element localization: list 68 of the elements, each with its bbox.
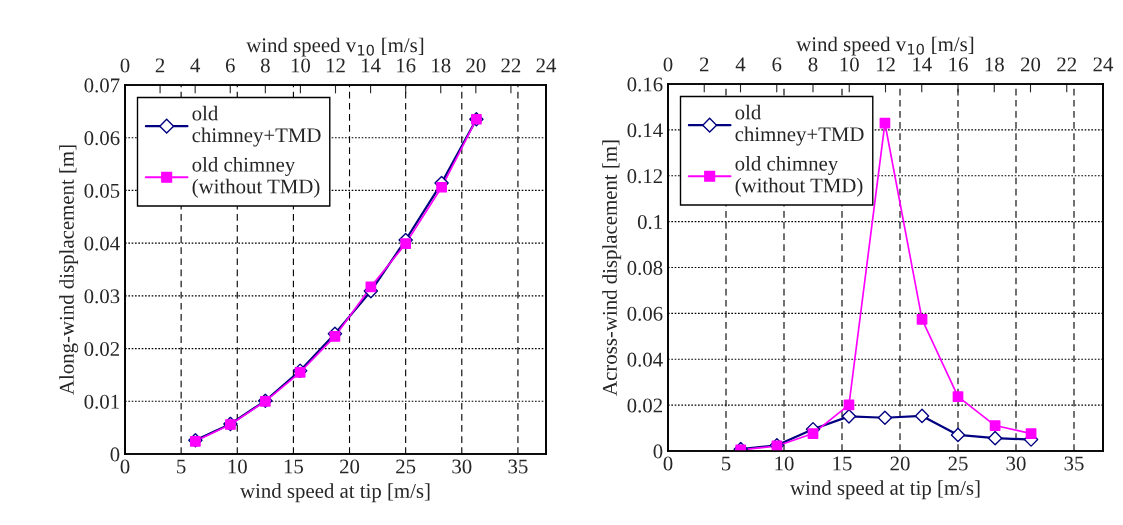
y-tick-label: 0.07 bbox=[84, 78, 120, 93]
x2-tick-label: 12 bbox=[876, 57, 895, 72]
y-axis-title: Along-wind displacement [m] bbox=[59, 145, 79, 395]
y-tick-label: 0.1 bbox=[637, 215, 662, 230]
x2-tick-label: 22 bbox=[501, 58, 521, 73]
x-tick-label: 0 bbox=[663, 456, 673, 471]
x2-tick-label: 8 bbox=[260, 58, 270, 73]
x2-tick-label: 20 bbox=[1021, 57, 1041, 72]
x-tick-label: 25 bbox=[948, 456, 968, 471]
x2-tick-label: 16 bbox=[397, 58, 416, 73]
legend-label: old chimney (without TMD) bbox=[735, 155, 863, 197]
x2-tick-label: 4 bbox=[190, 58, 201, 73]
y-tick-label: 0.04 bbox=[627, 352, 663, 367]
x-tick-label: 30 bbox=[1006, 456, 1026, 471]
legend-label: old chimney+TMD bbox=[192, 105, 321, 147]
y-tick-label: 0.02 bbox=[84, 341, 119, 357]
legend-label: old chimney+TMD bbox=[735, 104, 864, 146]
x2-tick-label: 24 bbox=[536, 58, 557, 73]
x2-tick-label: 20 bbox=[466, 58, 486, 73]
x-tick-label: 35 bbox=[1064, 456, 1084, 471]
x-axis-title: wind speed at tip [m/s] bbox=[790, 480, 980, 500]
y-tick-label: 0.03 bbox=[84, 289, 120, 304]
x2-tick-label: 2 bbox=[699, 57, 709, 72]
x-tick-label: 5 bbox=[177, 459, 186, 474]
legend-label: old chimney (without TMD) bbox=[192, 156, 320, 198]
x-tick-label: 15 bbox=[284, 459, 303, 474]
x2-tick-label: 18 bbox=[985, 57, 1004, 72]
x2-tick-label: 6 bbox=[225, 58, 235, 73]
x2-tick-label: 6 bbox=[772, 57, 782, 72]
y-tick-label: 0.06 bbox=[84, 131, 120, 146]
y-tick-label: 0.02 bbox=[627, 398, 662, 413]
x2-tick-label: 10 bbox=[840, 57, 859, 72]
x-tick-label: 30 bbox=[452, 459, 472, 474]
x2-tick-label: 22 bbox=[1057, 57, 1077, 72]
x2-tick-label: 8 bbox=[808, 57, 818, 72]
x-tick-label: 20 bbox=[890, 456, 910, 471]
y-tick-label: 0.08 bbox=[627, 260, 663, 276]
y-tick-label: 0.05 bbox=[84, 183, 120, 198]
x-tick-label: 10 bbox=[775, 456, 794, 471]
x2-tick-label: 2 bbox=[155, 58, 165, 73]
x2-tick-label: 24 bbox=[1093, 57, 1114, 72]
x2-tick-label: 4 bbox=[735, 57, 746, 72]
x-axis-title: wind speed at tip [m/s] bbox=[240, 483, 430, 503]
x-tick-label: 10 bbox=[228, 459, 247, 474]
y-tick-label: 0 bbox=[653, 444, 663, 459]
x2-tick-label: 18 bbox=[432, 58, 451, 73]
x-tick-label: 20 bbox=[340, 459, 360, 474]
y-tick-label: 0.01 bbox=[84, 394, 119, 409]
y-tick-label: 0.12 bbox=[627, 169, 662, 184]
x2-tick-label: 16 bbox=[949, 57, 968, 72]
x-tick-label: 25 bbox=[396, 459, 416, 474]
x2-tick-label: 0 bbox=[120, 58, 130, 73]
x2-tick-label: 14 bbox=[913, 57, 932, 72]
y-axis-title: Across-wind displacement [m] bbox=[602, 140, 622, 396]
x-tick-label: 5 bbox=[722, 456, 731, 471]
x2-axis-title: wind speed v$_{10}$ [m/s] bbox=[246, 37, 424, 57]
x-tick-label: 15 bbox=[833, 456, 852, 471]
x2-tick-label: 0 bbox=[663, 57, 673, 72]
x2-axis-title: wind speed v$_{10}$ [m/s] bbox=[796, 36, 974, 56]
y-tick-label: 0.14 bbox=[627, 123, 663, 138]
y-tick-label: 0.04 bbox=[84, 236, 120, 251]
y-tick-label: 0.16 bbox=[627, 77, 663, 92]
x-tick-label: 35 bbox=[508, 459, 528, 474]
x2-tick-label: 10 bbox=[291, 58, 311, 73]
y-tick-label: 0.06 bbox=[627, 306, 663, 321]
x-tick-label: 0 bbox=[120, 459, 130, 474]
x2-tick-label: 14 bbox=[362, 58, 381, 73]
x2-tick-label: 12 bbox=[326, 58, 345, 73]
